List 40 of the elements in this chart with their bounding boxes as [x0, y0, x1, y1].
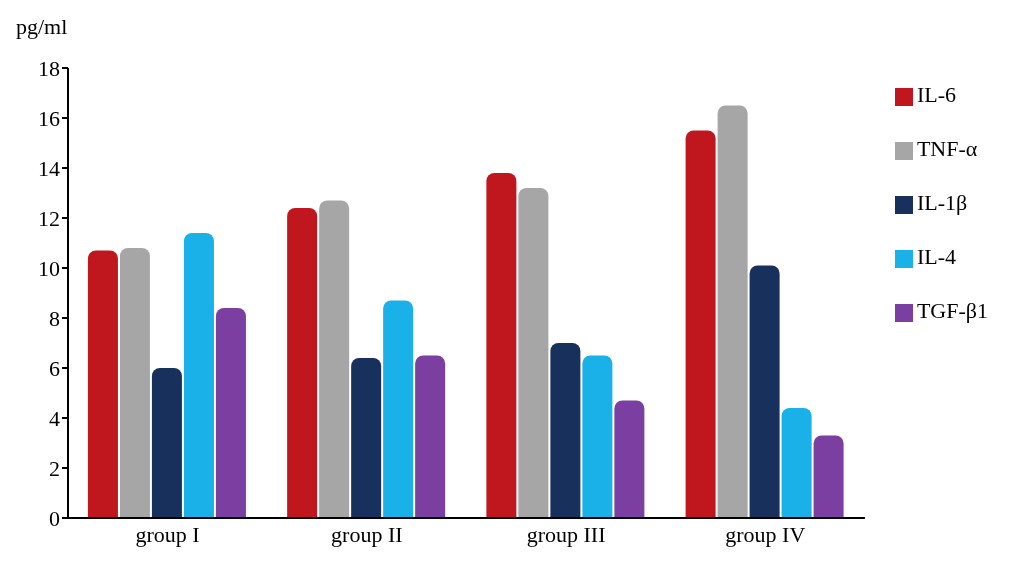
x-tick-label: group IV	[725, 521, 806, 547]
bar	[486, 173, 517, 518]
bar	[87, 250, 118, 518]
y-tick-label: 12	[38, 205, 60, 231]
bar	[550, 343, 581, 518]
bar	[287, 208, 318, 518]
x-tick-label: group I	[135, 521, 200, 547]
y-tick-label: 8	[49, 305, 60, 331]
bar	[749, 265, 780, 518]
y-tick-label: 6	[49, 355, 60, 381]
bar	[717, 105, 748, 518]
x-tick-label: group II	[331, 521, 403, 547]
y-tick-label: 0	[49, 505, 60, 531]
y-axis-title: pg/ml	[16, 14, 68, 40]
y-tick-label: 16	[38, 105, 60, 131]
y-tick-label: 2	[49, 455, 60, 481]
bar	[614, 400, 645, 518]
legend-label: TGF-β1	[916, 298, 988, 323]
bar	[685, 130, 716, 518]
bar	[215, 308, 246, 518]
legend-label: IL-1β	[916, 190, 968, 215]
bar	[351, 358, 382, 518]
bar	[319, 200, 350, 518]
y-tick-label: 4	[49, 405, 60, 431]
bar	[151, 368, 182, 518]
bar	[518, 188, 549, 518]
x-tick-label: group III	[526, 521, 606, 547]
y-tick-label: 10	[38, 255, 60, 281]
legend-label: IL-4	[916, 244, 956, 269]
bar	[383, 300, 414, 518]
bar	[183, 233, 214, 518]
bar	[781, 408, 812, 518]
legend-label: TNF-α	[916, 136, 978, 161]
bar	[119, 248, 150, 518]
bar	[813, 435, 844, 518]
bar	[415, 355, 446, 518]
y-tick-label: 18	[38, 55, 60, 81]
bar	[582, 355, 613, 518]
y-tick-label: 14	[38, 155, 60, 181]
legend-label: IL-6	[916, 82, 956, 107]
